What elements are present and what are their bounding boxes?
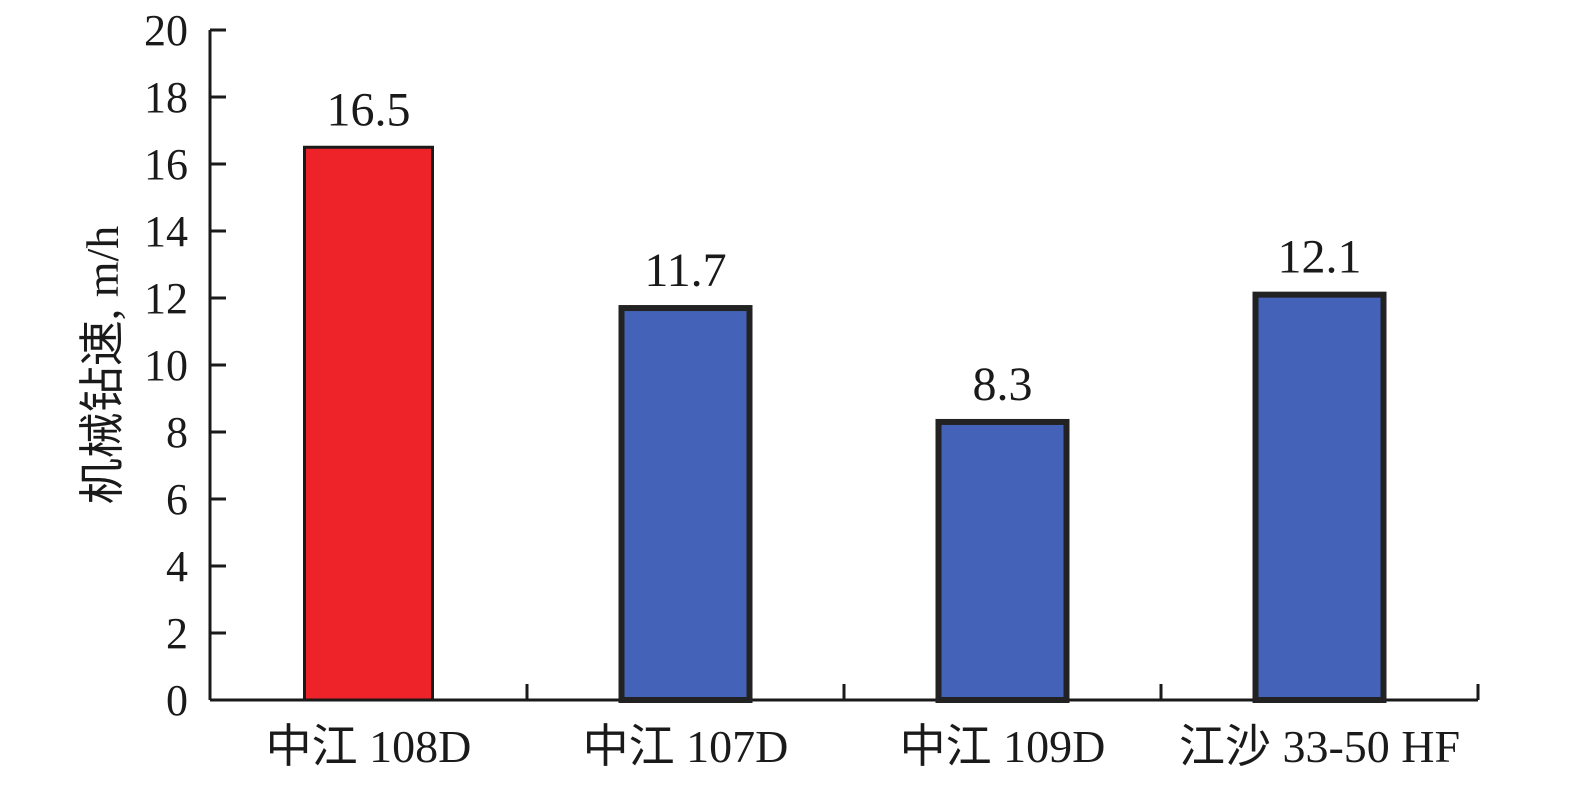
y-tick-label: 6 bbox=[166, 475, 188, 524]
y-tick-label: 4 bbox=[166, 542, 188, 591]
y-tick-label: 12 bbox=[144, 274, 188, 323]
x-category-label: 中江 109D bbox=[900, 721, 1106, 772]
y-tick-label: 2 bbox=[166, 609, 188, 658]
bar bbox=[935, 418, 1070, 703]
bars bbox=[303, 145, 1387, 703]
y-tick-label: 16 bbox=[144, 140, 188, 189]
bar bbox=[1252, 291, 1387, 703]
bar-value-label: 16.5 bbox=[327, 83, 411, 136]
y-tick-label: 20 bbox=[144, 6, 188, 55]
x-category-label: 中江 107D bbox=[583, 721, 789, 772]
y-tick-label: 0 bbox=[166, 676, 188, 725]
y-tick-label: 8 bbox=[166, 408, 188, 457]
bar-value-label: 11.7 bbox=[644, 244, 726, 297]
bar bbox=[303, 145, 434, 702]
y-axis: 0 2 4 6 8 10 12 14 16 18 20 bbox=[144, 6, 226, 725]
y-tick-label: 14 bbox=[144, 207, 188, 256]
y-tick-label: 18 bbox=[144, 73, 188, 122]
x-category-label: 江沙 33-50 HF bbox=[1179, 721, 1460, 772]
bar-value-label: 8.3 bbox=[973, 358, 1033, 411]
x-category-label: 中江 108D bbox=[266, 721, 472, 772]
bar-value-label: 12.1 bbox=[1278, 231, 1362, 284]
y-tick-label: 10 bbox=[144, 341, 188, 390]
bar bbox=[618, 305, 753, 703]
data-labels: 16.5 11.7 8.3 12.1 bbox=[327, 83, 1362, 411]
y-axis-title: 机械钻速, m/h bbox=[77, 226, 128, 505]
